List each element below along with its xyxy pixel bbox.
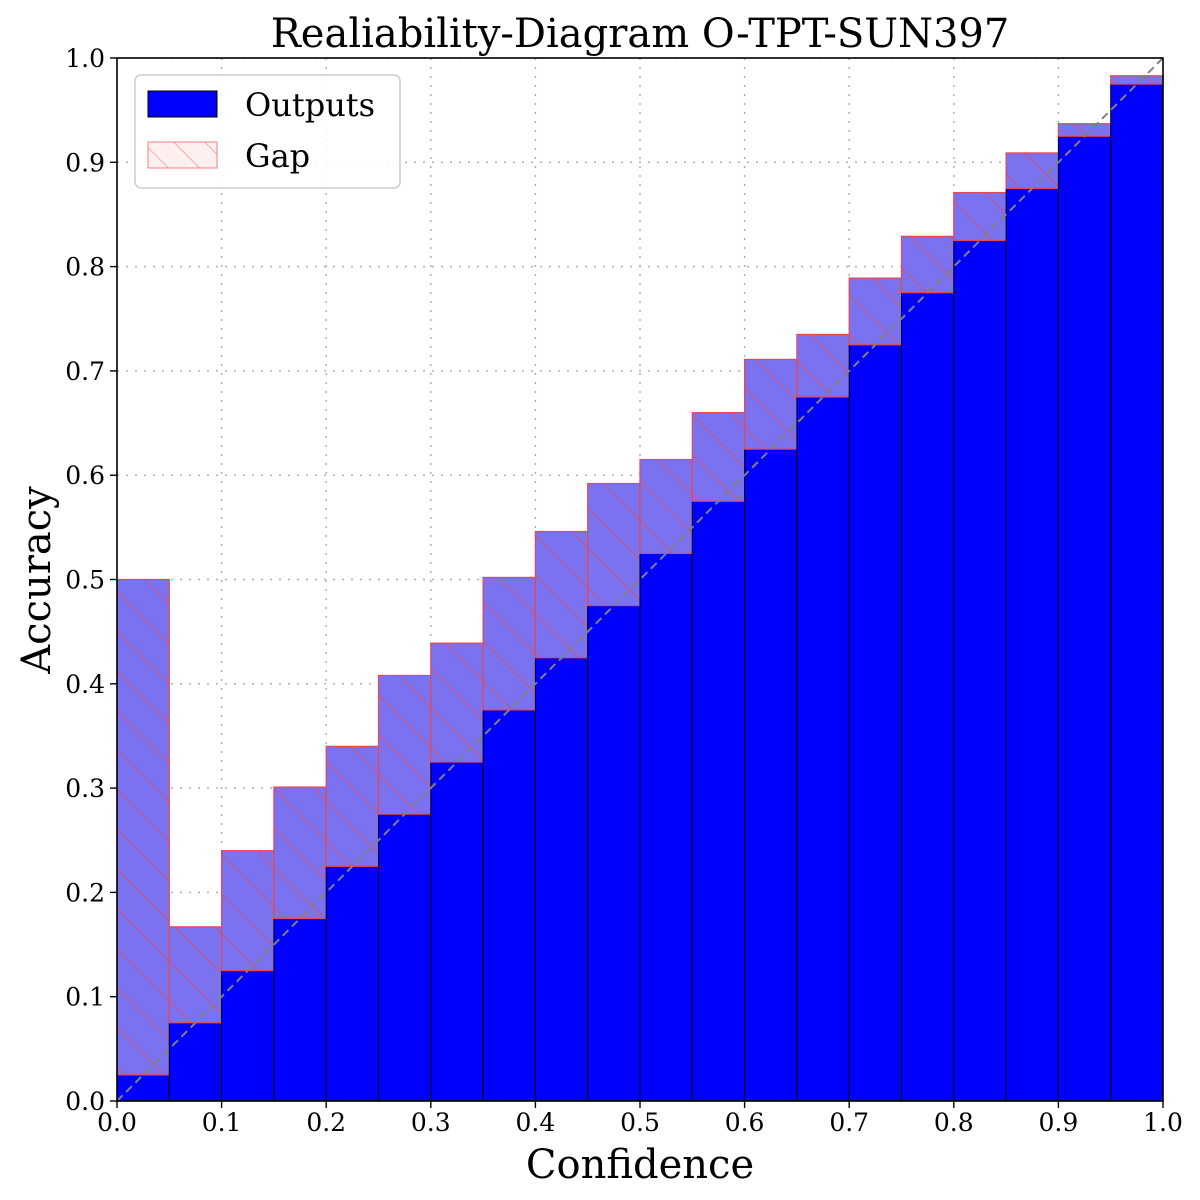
outputs-bar: [534, 657, 589, 1102]
legend-gap-label: Gap: [245, 137, 310, 175]
y-tick-label: 0.9: [65, 148, 105, 177]
outputs-bar: [639, 552, 693, 1102]
y-tick-label: 0.2: [65, 878, 105, 907]
gap-bar-hatch: [743, 358, 798, 450]
x-tick-label: 0.6: [725, 1108, 765, 1137]
chart-title: Realiability-Diagram O-TPT-SUN397: [271, 11, 1010, 57]
outputs-bar: [1005, 187, 1059, 1102]
gap-bar-hatch: [639, 458, 693, 555]
x-tick-label: 0.2: [306, 1108, 346, 1137]
y-tick-label: 0.7: [65, 357, 105, 386]
y-tick-label: 0.5: [65, 566, 105, 595]
gap-bar-hatch: [168, 926, 223, 1024]
y-tick-label: 0.6: [65, 461, 105, 490]
y-tick-label: 0.1: [65, 983, 105, 1012]
outputs-bar: [378, 813, 432, 1102]
gap-bar-hatch: [1110, 75, 1164, 85]
x-axis-label: Confidence: [526, 1142, 754, 1188]
axis-ticks: 0.0 0.1 0.2 0.3 0.4 0.5 0.6 0.7 0.8 0.9 1.0 0.0 0.1 0…: [65, 44, 1183, 1137]
x-tick-label: 0.4: [516, 1108, 556, 1137]
outputs-bar: [116, 1074, 170, 1102]
gap-bar-hatch: [273, 786, 327, 920]
gap-bar-hatch: [325, 745, 380, 867]
x-tick-label: 0.3: [411, 1108, 451, 1137]
outputs-bar: [848, 344, 903, 1102]
gap-bar-hatch: [848, 277, 903, 346]
y-tick-label: 0.8: [65, 253, 105, 282]
outputs-bar: [691, 500, 746, 1102]
x-tick-label: 0.9: [1039, 1108, 1079, 1137]
y-tick-label: 0.0: [65, 1087, 105, 1116]
outputs-bar: [901, 292, 955, 1102]
outputs-bar: [796, 396, 850, 1102]
outputs-bar: [482, 709, 536, 1102]
gap-bar-hatch: [482, 576, 537, 711]
outputs-bar: [953, 240, 1007, 1102]
outputs-bar: [1110, 83, 1164, 1102]
legend-outputs-swatch: [147, 90, 218, 118]
x-tick-label: 1.0: [1143, 1108, 1183, 1137]
outputs-bar: [587, 605, 641, 1102]
legend-gap-swatch: [147, 141, 218, 169]
y-axis-label: Accuracy: [14, 486, 60, 675]
x-tick-label: 0.1: [202, 1108, 242, 1137]
legend-outputs-label: Outputs: [245, 86, 375, 124]
gap-bar-hatch: [587, 482, 641, 607]
y-tick-label: 0.4: [65, 670, 105, 699]
gap-bar-hatch: [900, 235, 955, 294]
outputs-bar: [273, 917, 327, 1102]
outputs-bar: [430, 761, 484, 1102]
bars: [116, 75, 1164, 1102]
y-tick-label: 0.3: [65, 774, 105, 803]
legend: Outputs Gap: [134, 74, 401, 189]
gap-bar-hatch: [534, 530, 589, 659]
outputs-bar: [168, 1022, 223, 1102]
gap-bar-hatch: [796, 333, 850, 398]
x-tick-label: 0.0: [97, 1108, 137, 1137]
gap-bar-hatch: [116, 578, 170, 1076]
x-tick-label: 0.7: [829, 1108, 869, 1137]
gap-bar-hatch: [1057, 123, 1112, 137]
y-tick-label: 1.0: [65, 44, 105, 73]
outputs-bar: [744, 448, 798, 1102]
gap-bar-hatch: [377, 674, 432, 815]
gap-bar-hatch: [691, 412, 746, 502]
x-tick-label: 0.5: [620, 1108, 660, 1137]
outputs-bar: [325, 865, 380, 1102]
x-tick-label: 0.8: [934, 1108, 974, 1137]
gap-bar-hatch: [430, 642, 484, 763]
gap-bar-hatch: [953, 191, 1007, 242]
outputs-bar: [1057, 135, 1112, 1102]
